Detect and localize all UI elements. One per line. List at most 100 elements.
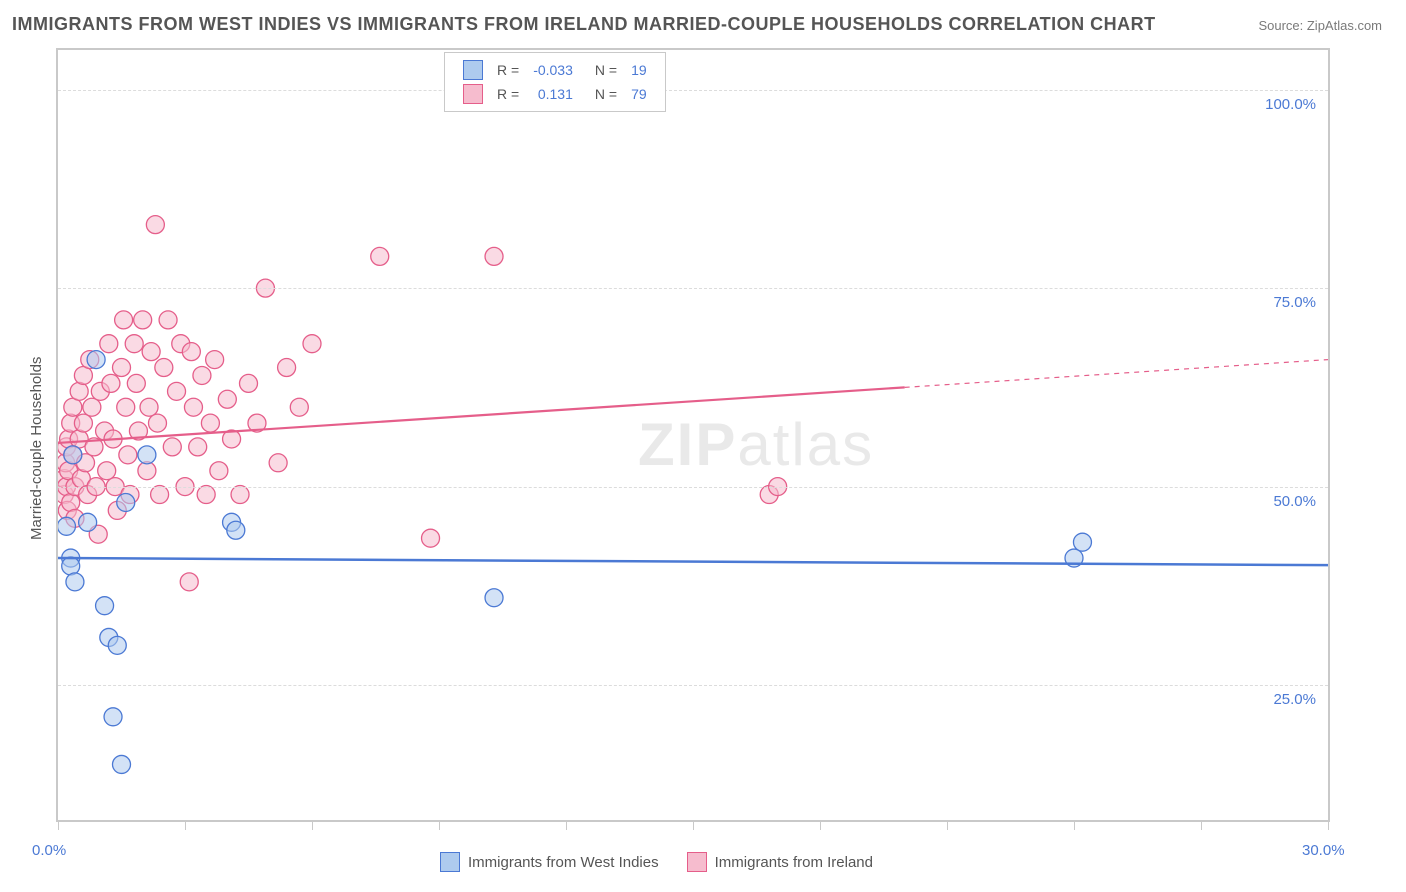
legend-swatch: [463, 84, 483, 104]
x-tick: [820, 820, 821, 830]
legend-swatch: [463, 60, 483, 80]
scatter-point-west_indies: [227, 521, 245, 539]
scatter-point-ireland: [218, 390, 236, 408]
scatter-point-ireland: [148, 414, 166, 432]
scatter-point-ireland: [201, 414, 219, 432]
gridline: [58, 90, 1328, 91]
scatter-point-ireland: [125, 335, 143, 353]
gridline: [58, 487, 1328, 488]
scatter-point-ireland: [98, 462, 116, 480]
x-tick: [1328, 820, 1329, 830]
scatter-point-ireland: [127, 374, 145, 392]
scatter-point-ireland: [210, 462, 228, 480]
scatter-point-west_indies: [96, 597, 114, 615]
x-tick: [312, 820, 313, 830]
scatter-point-ireland: [206, 351, 224, 369]
scatter-point-ireland: [70, 382, 88, 400]
y-axis-label: Married-couple Households: [28, 357, 45, 540]
legend-N-value: 19: [625, 59, 653, 81]
scatter-point-west_indies: [108, 636, 126, 654]
scatter-point-ireland: [117, 398, 135, 416]
scatter-point-west_indies: [79, 513, 97, 531]
scatter-point-ireland: [62, 493, 80, 511]
scatter-point-ireland: [290, 398, 308, 416]
legend-swatch: [440, 852, 460, 872]
legend-N-value: 79: [625, 83, 653, 105]
legend-N-label: N =: [581, 59, 623, 81]
scatter-point-west_indies: [113, 755, 131, 773]
scatter-point-ireland: [134, 311, 152, 329]
scatter-point-ireland: [278, 359, 296, 377]
source-label: Source: ZipAtlas.com: [1258, 18, 1382, 33]
regression-line-dashed-ireland: [905, 360, 1328, 388]
legend-R-label: R =: [491, 59, 525, 81]
x-tick-label: 30.0%: [1302, 842, 1345, 859]
scatter-point-ireland: [189, 438, 207, 456]
legend-item: Immigrants from Ireland: [687, 852, 873, 872]
y-tick-label: 50.0%: [1256, 493, 1316, 510]
gridline: [58, 288, 1328, 289]
scatter-point-ireland: [485, 247, 503, 265]
y-tick-label: 100.0%: [1256, 96, 1316, 113]
scatter-point-west_indies: [138, 446, 156, 464]
x-tick: [693, 820, 694, 830]
scatter-point-ireland: [184, 398, 202, 416]
scatter-point-ireland: [155, 359, 173, 377]
legend-R-value: 0.131: [527, 83, 579, 105]
scatter-point-ireland: [163, 438, 181, 456]
x-tick: [566, 820, 567, 830]
plot-area: ZIPatlas 25.0%50.0%75.0%100.0%: [56, 48, 1330, 822]
y-tick-label: 25.0%: [1256, 691, 1316, 708]
scatter-point-west_indies: [62, 557, 80, 575]
scatter-point-ireland: [193, 366, 211, 384]
scatter-point-ireland: [231, 486, 249, 504]
scatter-point-west_indies: [64, 446, 82, 464]
scatter-point-ireland: [168, 382, 186, 400]
legend-series: Immigrants from West Indies Immigrants fr…: [440, 852, 901, 876]
scatter-point-ireland: [113, 359, 131, 377]
x-tick: [439, 820, 440, 830]
scatter-point-west_indies: [485, 589, 503, 607]
scatter-point-west_indies: [87, 351, 105, 369]
scatter-point-ireland: [151, 486, 169, 504]
scatter-point-ireland: [102, 374, 120, 392]
scatter-point-ireland: [119, 446, 137, 464]
x-tick-label: 0.0%: [32, 842, 66, 859]
x-tick: [1074, 820, 1075, 830]
scatter-point-ireland: [83, 398, 101, 416]
legend-N-label: N =: [581, 83, 623, 105]
chart-title: IMMIGRANTS FROM WEST INDIES VS IMMIGRANT…: [12, 14, 1156, 35]
x-tick: [58, 820, 59, 830]
legend-R-value: -0.033: [527, 59, 579, 81]
legend-stats: R =-0.033N =19R =0.131N =79: [444, 52, 666, 112]
scatter-point-ireland: [100, 335, 118, 353]
y-tick-label: 75.0%: [1256, 294, 1316, 311]
scatter-point-west_indies: [66, 573, 84, 591]
chart-svg: [58, 50, 1328, 820]
scatter-point-ireland: [142, 343, 160, 361]
scatter-point-ireland: [240, 374, 258, 392]
x-tick: [947, 820, 948, 830]
gridline: [58, 685, 1328, 686]
scatter-point-ireland: [159, 311, 177, 329]
legend-swatch: [687, 852, 707, 872]
scatter-point-west_indies: [117, 493, 135, 511]
scatter-point-ireland: [371, 247, 389, 265]
scatter-point-ireland: [269, 454, 287, 472]
legend-stat-row: R =-0.033N =19: [457, 59, 653, 81]
scatter-point-west_indies: [1073, 533, 1091, 551]
scatter-point-ireland: [303, 335, 321, 353]
legend-label: Immigrants from Ireland: [715, 854, 873, 871]
scatter-point-ireland: [422, 529, 440, 547]
scatter-point-ireland: [197, 486, 215, 504]
legend-stat-row: R =0.131N =79: [457, 83, 653, 105]
x-tick: [1201, 820, 1202, 830]
x-tick: [185, 820, 186, 830]
legend-label: Immigrants from West Indies: [468, 854, 659, 871]
scatter-point-west_indies: [104, 708, 122, 726]
scatter-point-ireland: [115, 311, 133, 329]
regression-line-west_indies: [58, 558, 1328, 565]
scatter-point-ireland: [182, 343, 200, 361]
scatter-point-ireland: [74, 414, 92, 432]
legend-item: Immigrants from West Indies: [440, 852, 659, 872]
